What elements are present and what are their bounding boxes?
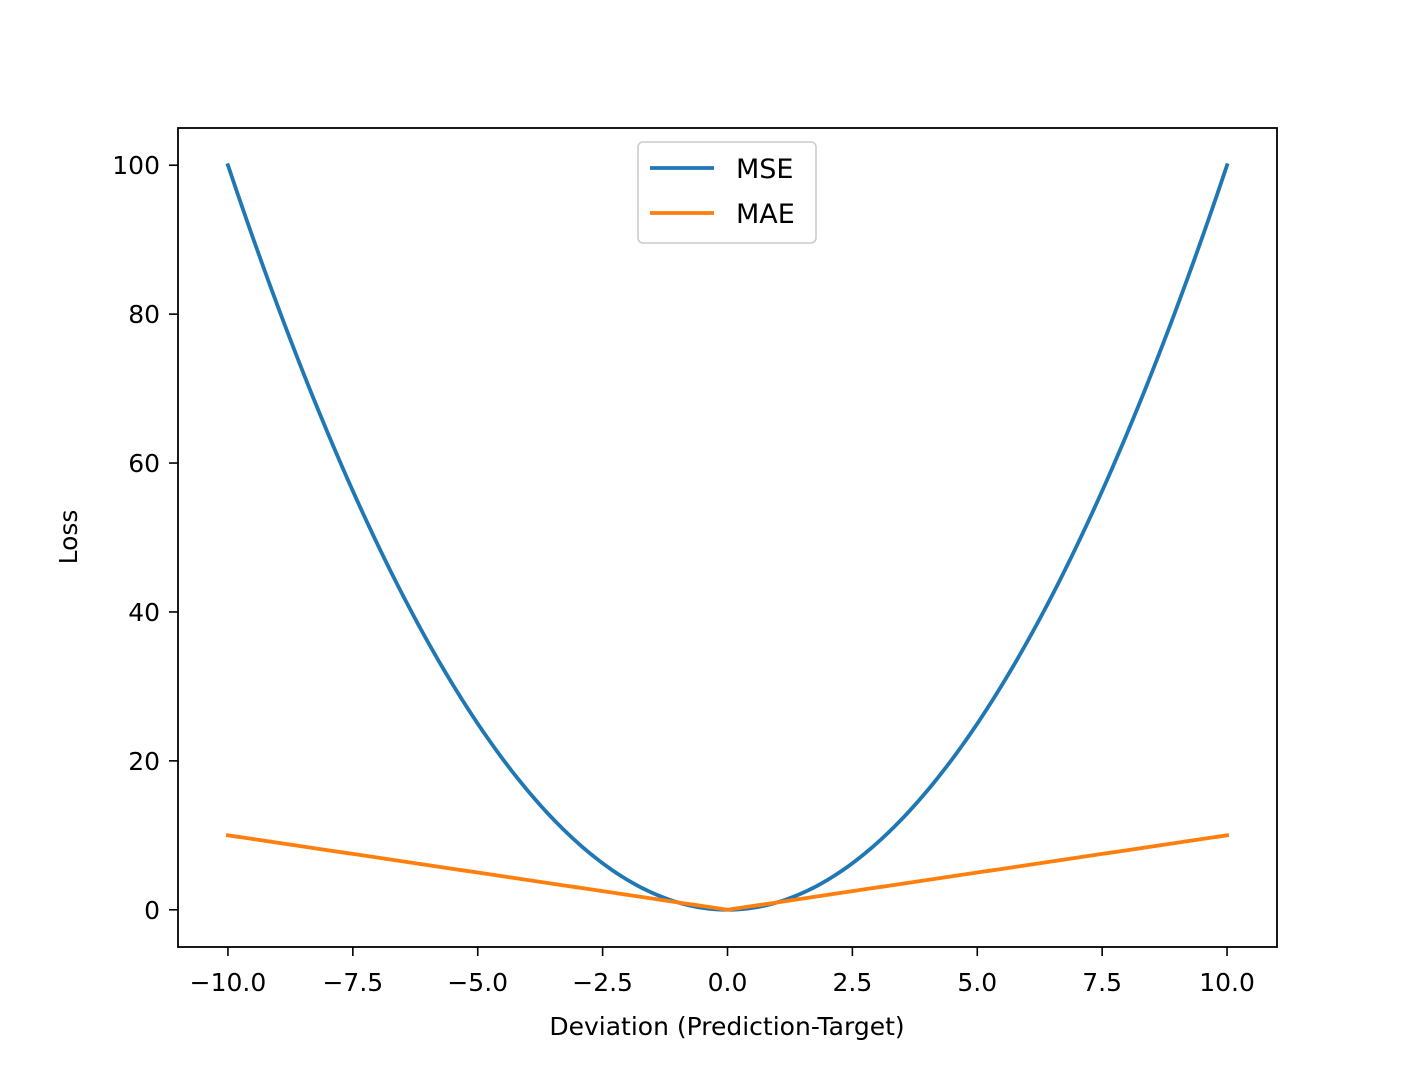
y-axis-label: Loss: [54, 510, 83, 565]
axes-background: [178, 128, 1277, 947]
x-tick-label: −5.0: [447, 968, 508, 997]
x-tick-label: 7.5: [1082, 968, 1122, 997]
x-axis-ticks: −10.0 −7.5 −5.0 −2.5 0.0 2.5 5.0 7.5 10.0: [190, 947, 1255, 997]
legend: MSE MAE: [637, 141, 817, 244]
x-tick-label: −7.5: [322, 968, 383, 997]
legend-label-mae: MAE: [736, 199, 795, 230]
y-axis-ticks: 0 20 40 60 80 100: [112, 151, 178, 925]
y-tick-label: 100: [112, 151, 160, 180]
y-tick-label: 40: [128, 598, 160, 627]
y-tick-label: 80: [128, 300, 160, 329]
series-line-mae: [225, 833, 1230, 912]
x-tick-label: 5.0: [957, 968, 997, 997]
x-axis-label: Deviation (Prediction-Target): [549, 1012, 904, 1041]
y-tick-label: 60: [128, 449, 160, 478]
x-tick-label: 10.0: [1199, 968, 1255, 997]
x-tick-label: −10.0: [190, 968, 267, 997]
plot-area: [177, 127, 1278, 948]
x-tick-label: 2.5: [833, 968, 873, 997]
x-tick-label: 0.0: [708, 968, 748, 997]
series-layer: [225, 162, 1230, 912]
legend-label-mse: MSE: [736, 154, 794, 185]
y-tick-label: 20: [128, 747, 160, 776]
y-tick-label: 0: [144, 896, 160, 925]
x-tick-label: −2.5: [572, 968, 633, 997]
